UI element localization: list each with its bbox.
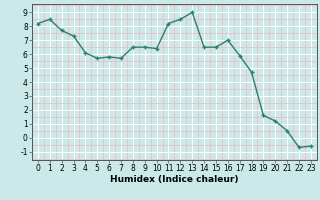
X-axis label: Humidex (Indice chaleur): Humidex (Indice chaleur)	[110, 175, 239, 184]
